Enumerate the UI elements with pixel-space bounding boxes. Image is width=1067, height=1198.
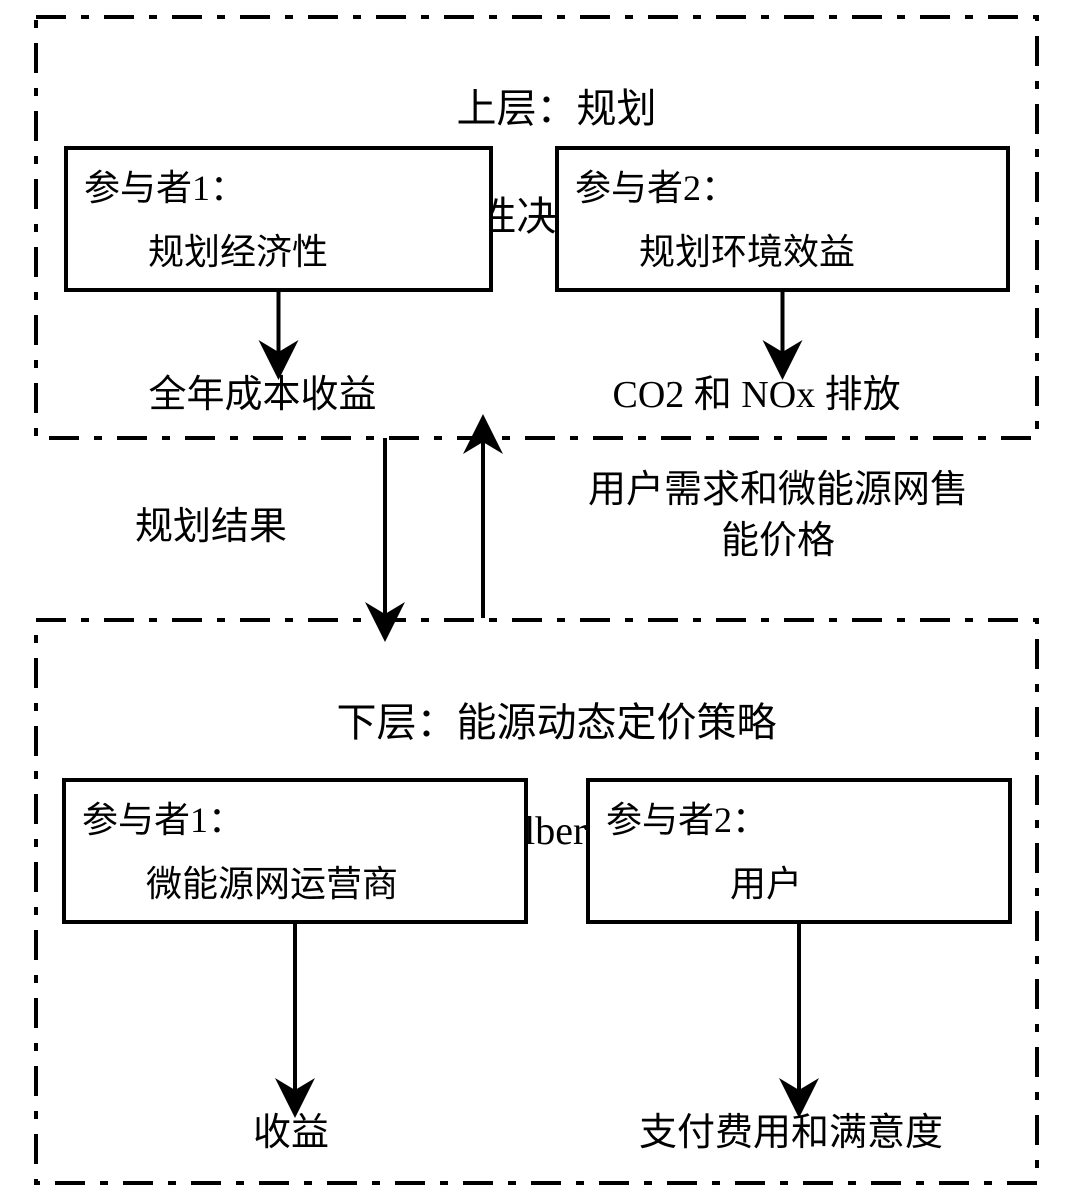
upper-title-line1: 上层：规划 (457, 86, 657, 131)
upper-p2-output: CO2 和 NOx 排放 (613, 370, 901, 421)
lower-p1-label2: 微能源网运营商 (146, 860, 398, 909)
arrow-label-right: 用户需求和微能源网售 能价格 (518, 465, 1038, 568)
upper-p1-label2: 规划经济性 (148, 228, 328, 277)
arrow-label-right-line2: 能价格 (721, 520, 835, 562)
lower-p2-output: 支付费用和满意度 (639, 1108, 943, 1159)
lower-p1-output: 收益 (253, 1108, 329, 1159)
upper-p1-output: 全年成本收益 (149, 370, 377, 421)
lower-p2-label1: 参与者2： (606, 796, 768, 845)
lower-title-line1: 下层：能源动态定价策略 (337, 700, 777, 745)
upper-p2-label1: 参与者2： (575, 164, 737, 213)
lower-p1-label1: 参与者1： (82, 796, 244, 845)
arrow-label-left: 规划结果 (135, 502, 287, 553)
arrow-label-right-line1: 用户需求和微能源网售 (588, 469, 968, 511)
diagram-canvas: 上层：规划 有限理性决策演化博弈 参与者1： 规划经济性 参与者2： 规划环境效… (0, 0, 1067, 1198)
upper-participant1-box: 参与者1： 规划经济性 (64, 146, 493, 292)
lower-p2-label2: 用户 (730, 860, 802, 909)
lower-participant2-box: 参与者2： 用户 (586, 778, 1012, 924)
upper-participant2-box: 参与者2： 规划环境效益 (555, 146, 1010, 292)
lower-participant1-box: 参与者1： 微能源网运营商 (62, 778, 528, 924)
upper-p1-label1: 参与者1： (84, 164, 246, 213)
upper-p2-label2: 规划环境效益 (639, 228, 855, 277)
